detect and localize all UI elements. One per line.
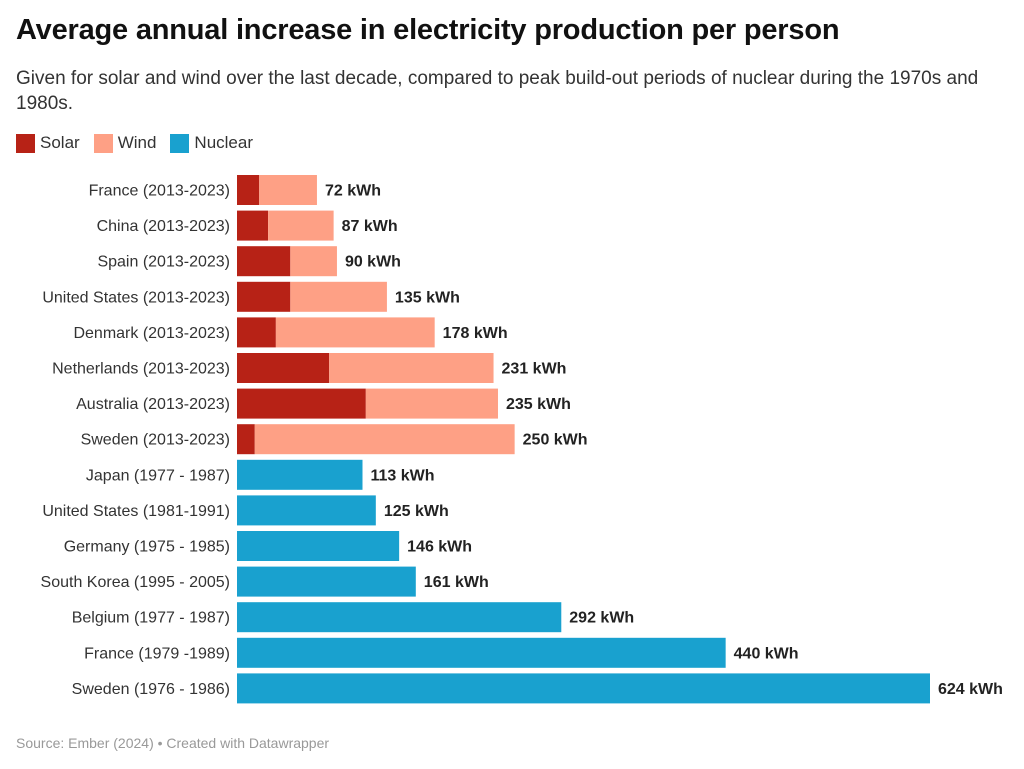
bar-segment-nuclear	[237, 602, 562, 633]
bar-segment-nuclear	[237, 495, 376, 526]
bar-segment-wind	[268, 210, 334, 241]
value-label: 72 kWh	[325, 183, 381, 200]
bar-segment-wind	[254, 424, 515, 455]
legend-label-nuclear: Nuclear	[194, 133, 254, 152]
bar-row-denmark-2013-2023: Denmark (2013-2023) 178 kWh	[73, 317, 508, 348]
legend-label-wind: Wind	[117, 133, 157, 152]
category-label: China (2013-2023)	[97, 218, 230, 235]
bar-segment-solar	[237, 317, 276, 348]
category-label: Germany (1975 - 1985)	[64, 539, 230, 556]
bar-segment-solar	[237, 424, 255, 455]
chart-title: Average annual increase in electricity p…	[16, 14, 840, 46]
bar-row-china-2013-2023: China (2013-2023) 87 kWh	[97, 210, 398, 241]
category-label: South Korea (1995 - 2005)	[41, 574, 230, 591]
legend-item-nuclear: Nuclear	[170, 133, 253, 153]
bar-segment-wind	[275, 317, 435, 348]
value-label: 440 kWh	[734, 645, 799, 662]
bar-segment-wind	[290, 281, 387, 312]
bar-segment-solar	[237, 281, 291, 312]
bar-segment-nuclear	[237, 459, 363, 490]
bar-row-france-2013-2023: France (2013-2023) 72 kWh	[89, 175, 381, 205]
source-note: Source: Ember (2024) • Created with Data…	[16, 735, 330, 751]
legend-item-solar: Solar	[16, 133, 80, 153]
category-label: France (2013-2023)	[89, 183, 230, 200]
bar-row-sweden-1976-1986: Sweden (1976 - 1986) 624 kWh	[72, 673, 1003, 704]
bar-segment-nuclear	[237, 566, 416, 597]
bar-row-south-korea-1995-2005: South Korea (1995 - 2005) 161 kWh	[41, 566, 489, 597]
category-label: Netherlands (2013-2023)	[52, 361, 230, 378]
bar-segment-wind	[329, 353, 494, 383]
value-label: 146 kWh	[407, 539, 472, 556]
bar-row-japan-1977-1987: Japan (1977 - 1987) 113 kWh	[86, 459, 435, 490]
category-label: Australia (2013-2023)	[76, 396, 230, 413]
bar-segment-wind	[259, 175, 317, 205]
value-label: 624 kWh	[938, 681, 1003, 698]
value-label: 161 kWh	[424, 574, 489, 591]
bar-row-united-states-1981-1991: United States (1981-1991) 125 kWh	[42, 495, 449, 526]
bar-segment-nuclear	[237, 637, 726, 668]
bar-row-france-1979-1989: France (1979 -1989) 440 kWh	[84, 637, 799, 668]
value-label: 292 kWh	[569, 610, 634, 627]
bar-segment-solar	[237, 175, 260, 205]
value-label: 135 kWh	[395, 289, 460, 306]
bar-segment-solar	[237, 210, 269, 241]
bar-segment-nuclear	[237, 673, 930, 704]
legend-swatch-wind	[93, 133, 113, 153]
value-label: 90 kWh	[345, 254, 401, 271]
value-label: 87 kWh	[342, 218, 398, 235]
bar-segment-wind	[290, 246, 337, 277]
legend: Solar Wind Nuclear	[16, 133, 267, 153]
legend-swatch-solar	[16, 133, 35, 153]
category-label: Japan (1977 - 1987)	[86, 467, 230, 484]
category-label: Sweden (1976 - 1986)	[72, 681, 230, 698]
bar-segment-wind	[365, 388, 498, 419]
value-label: 178 kWh	[443, 325, 508, 342]
value-label: 235 kWh	[506, 396, 571, 413]
category-label: France (1979 -1989)	[84, 645, 230, 662]
value-label: 113 kWh	[370, 467, 434, 484]
bar-chart: France (2013-2023) 72 kWh China (2013-2023…	[41, 175, 1003, 704]
bar-row-belgium-1977-1987: Belgium (1977 - 1987) 292 kWh	[72, 602, 634, 633]
value-label: 250 kWh	[523, 432, 588, 449]
bar-segment-solar	[237, 246, 291, 277]
category-label: Denmark (2013-2023)	[73, 325, 230, 342]
legend-label-solar: Solar	[40, 133, 80, 152]
bar-row-sweden-2013-2023: Sweden (2013-2023) 250 kWh	[81, 424, 588, 455]
bar-segment-solar	[237, 353, 330, 383]
bar-row-spain-2013-2023: Spain (2013-2023) 90 kWh	[97, 246, 401, 277]
value-label: 231 kWh	[502, 361, 567, 378]
legend-item-wind: Wind	[93, 133, 157, 153]
bar-row-united-states-2013-2023: United States (2013-2023) 135 kWh	[42, 281, 460, 312]
bar-row-germany-1975-1985: Germany (1975 - 1985) 146 kWh	[64, 531, 472, 561]
legend-swatch-nuclear	[170, 133, 190, 153]
category-label: Belgium (1977 - 1987)	[72, 610, 230, 627]
category-label: Spain (2013-2023)	[97, 254, 230, 271]
chart-subtitle: Given for solar and wind over the last d…	[16, 68, 979, 114]
value-label: 125 kWh	[384, 503, 449, 520]
category-label: United States (2013-2023)	[42, 289, 230, 306]
bar-segment-nuclear	[237, 531, 400, 561]
bar-segment-solar	[237, 388, 366, 419]
bar-row-australia-2013-2023: Australia (2013-2023) 235 kWh	[76, 388, 571, 419]
category-label: Sweden (2013-2023)	[81, 432, 230, 449]
bar-row-netherlands-2013-2023: Netherlands (2013-2023) 231 kWh	[52, 353, 566, 383]
category-label: United States (1981-1991)	[42, 503, 230, 520]
